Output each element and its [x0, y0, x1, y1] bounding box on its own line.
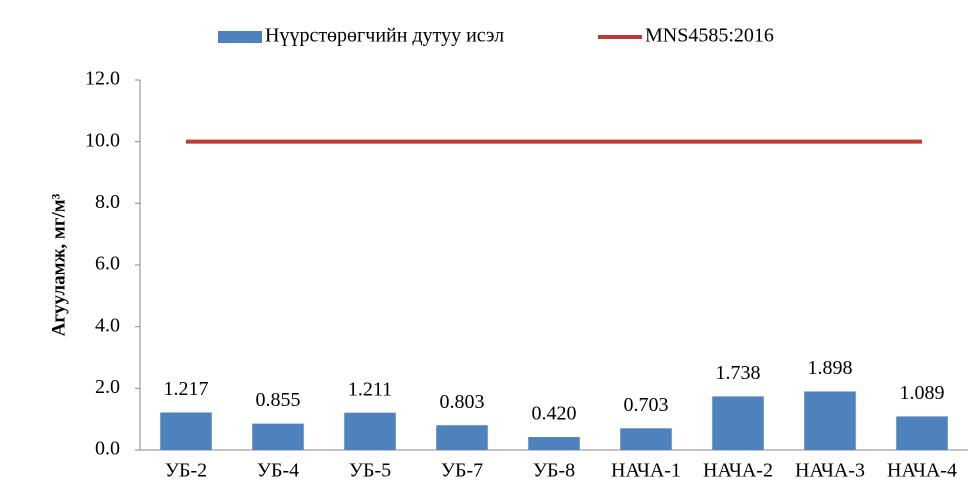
data-label: 1.738: [716, 362, 761, 384]
legend-label: Нүүрстөрөгчийн дутуу исэл: [265, 25, 504, 47]
data-label: 1.898: [808, 357, 853, 379]
y-tick-label: 2.0: [95, 376, 120, 398]
data-label: 0.855: [256, 389, 301, 411]
legend-swatch: [218, 31, 262, 43]
bar: [712, 396, 764, 450]
bar: [528, 437, 580, 450]
x-tick-label: УБ-2: [165, 460, 207, 482]
data-label: 0.803: [440, 391, 485, 413]
y-axis-title: Агууламж, мг/м³: [48, 193, 69, 336]
x-tick-label: УБ-8: [533, 460, 575, 482]
legend-label: MNS4585:2016: [645, 25, 774, 47]
bar: [252, 423, 304, 450]
bar: [344, 412, 396, 450]
data-label: 0.420: [532, 403, 577, 425]
x-tick-label: УБ-4: [257, 460, 299, 482]
bar: [804, 391, 856, 450]
x-tick-label: НАЧА-3: [795, 460, 865, 482]
x-tick-label: УБ-7: [441, 460, 483, 482]
y-tick-label: 8.0: [95, 191, 120, 213]
x-tick-label: НАЧА-1: [611, 460, 681, 482]
bar: [620, 428, 672, 450]
data-label: 1.217: [164, 378, 209, 400]
bar: [896, 416, 948, 450]
x-tick-label: НАЧА-2: [703, 460, 773, 482]
x-tick-label: НАЧА-4: [887, 460, 957, 482]
x-tick-label: УБ-5: [349, 460, 391, 482]
data-label: 1.089: [900, 382, 945, 404]
y-tick-label: 4.0: [95, 314, 120, 336]
y-tick-label: 6.0: [95, 253, 120, 275]
y-tick-label: 12.0: [85, 68, 120, 90]
data-label: 1.211: [348, 378, 392, 400]
bar: [160, 412, 212, 450]
y-tick-label: 10.0: [85, 129, 120, 151]
y-tick-label: 0.0: [95, 438, 120, 460]
data-label: 0.703: [624, 394, 669, 416]
bar: [436, 425, 488, 450]
